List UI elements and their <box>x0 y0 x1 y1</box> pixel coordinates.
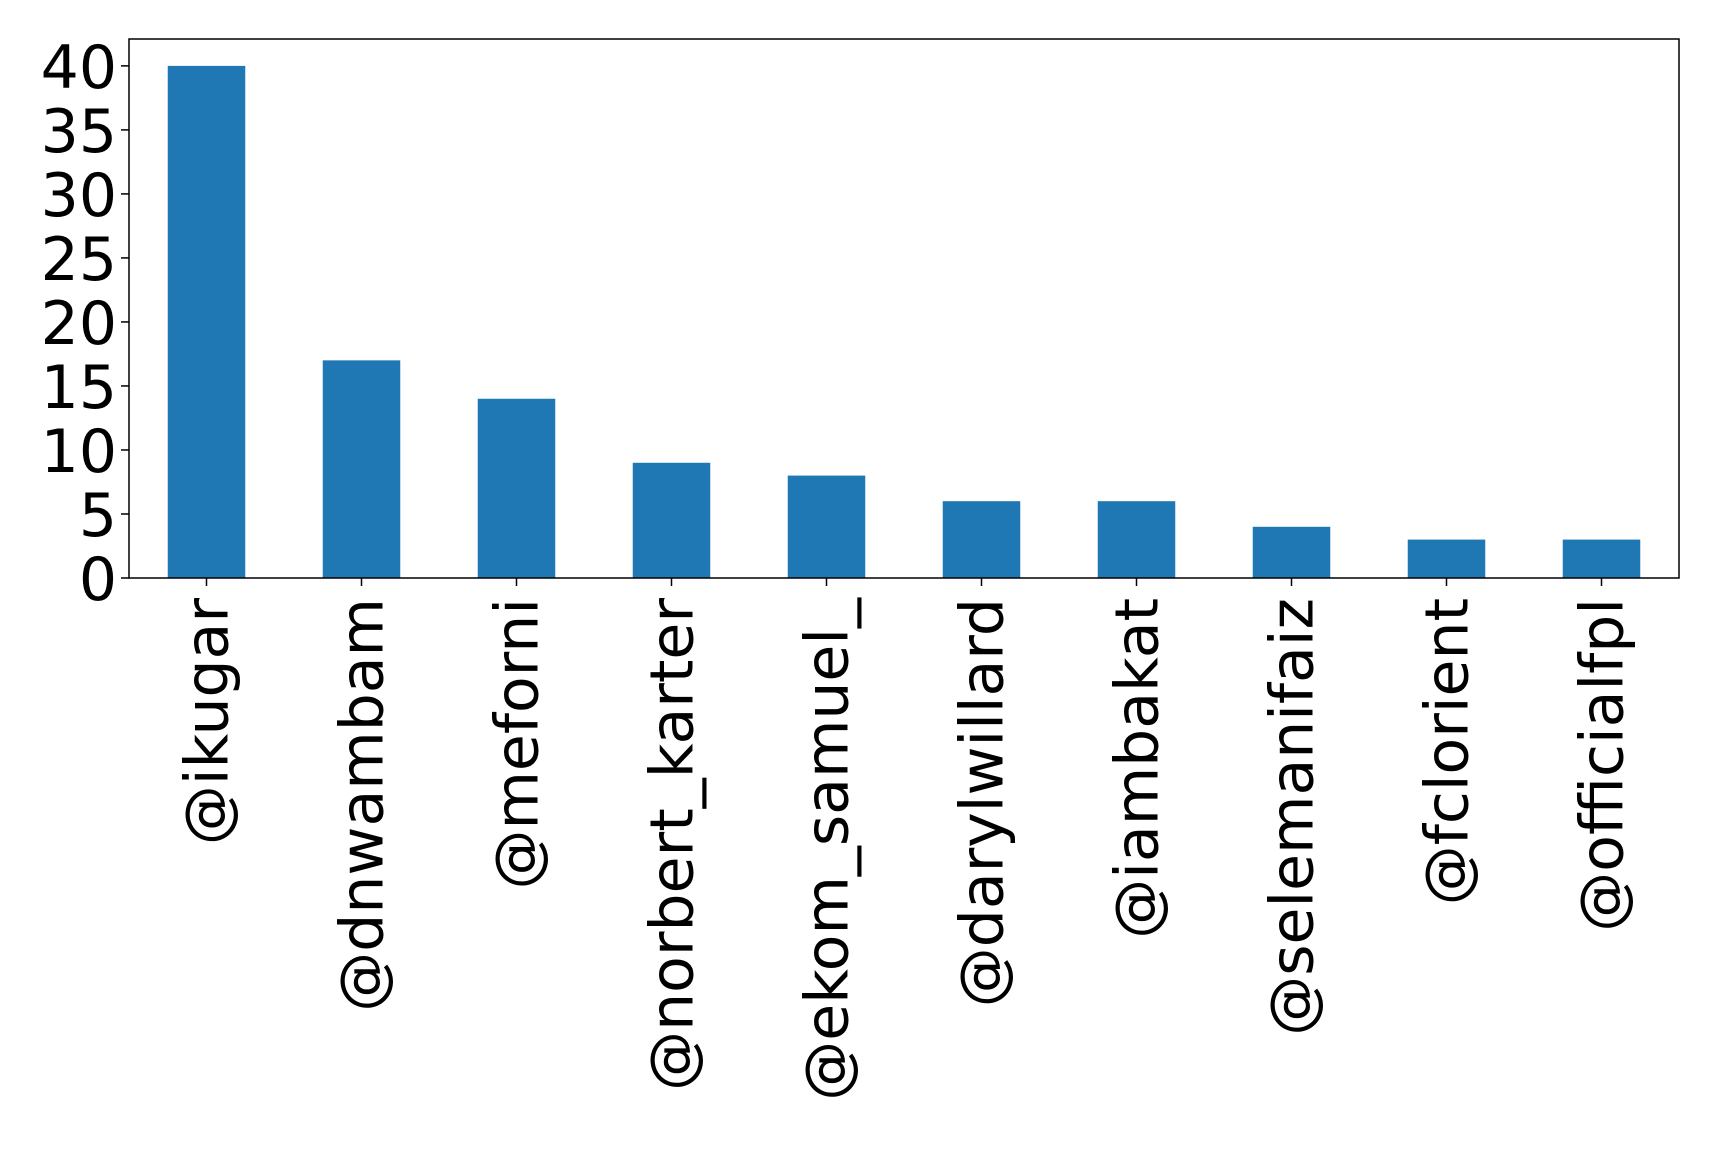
x-tick-label: @selemanifaiz <box>1258 598 1328 1036</box>
y-tick-label: 15 <box>41 353 117 423</box>
bar-selemanifaiz <box>1252 526 1331 578</box>
x-axis: @ikugar @dnwambam @meforni @norbert_karter @… <box>173 578 1638 1101</box>
x-tick-label: @meforni <box>483 598 553 890</box>
y-tick-label: 5 <box>79 481 117 551</box>
x-tick-label: @norbert_karter <box>638 598 708 1091</box>
x-tick-label: @ekom_samuel_ <box>793 597 863 1101</box>
bar-ikugar <box>167 65 246 578</box>
y-tick-label: 35 <box>41 97 117 167</box>
bar-ekom_samuel_ <box>787 475 866 578</box>
bar-meforni <box>477 398 556 578</box>
x-tick-label: @iambakat <box>1103 598 1173 939</box>
y-tick-label: 40 <box>41 33 117 103</box>
y-tick-label: 30 <box>41 161 117 231</box>
bar-norbert_karter <box>632 462 711 578</box>
x-tick-label: @dnwambam <box>328 598 398 1012</box>
plot-frame <box>128 38 1680 579</box>
bar-dnwambam <box>322 360 401 578</box>
x-tick-label: @officialfpl <box>1568 598 1638 932</box>
x-tick-label: @darylwillard <box>948 598 1018 1007</box>
bar-fclorient <box>1407 539 1486 578</box>
bar-iambakat <box>1097 501 1176 578</box>
bar-darylwillard <box>942 501 1021 578</box>
x-tick-label: @fclorient <box>1413 598 1483 905</box>
y-tick-label: 0 <box>79 545 117 615</box>
bars <box>167 65 1641 578</box>
x-tick-label: @ikugar <box>173 598 243 845</box>
y-tick-label: 20 <box>41 289 117 359</box>
y-tick-label: 25 <box>41 225 117 295</box>
bar-officialfpl <box>1562 539 1641 578</box>
y-tick-label: 10 <box>41 417 117 487</box>
